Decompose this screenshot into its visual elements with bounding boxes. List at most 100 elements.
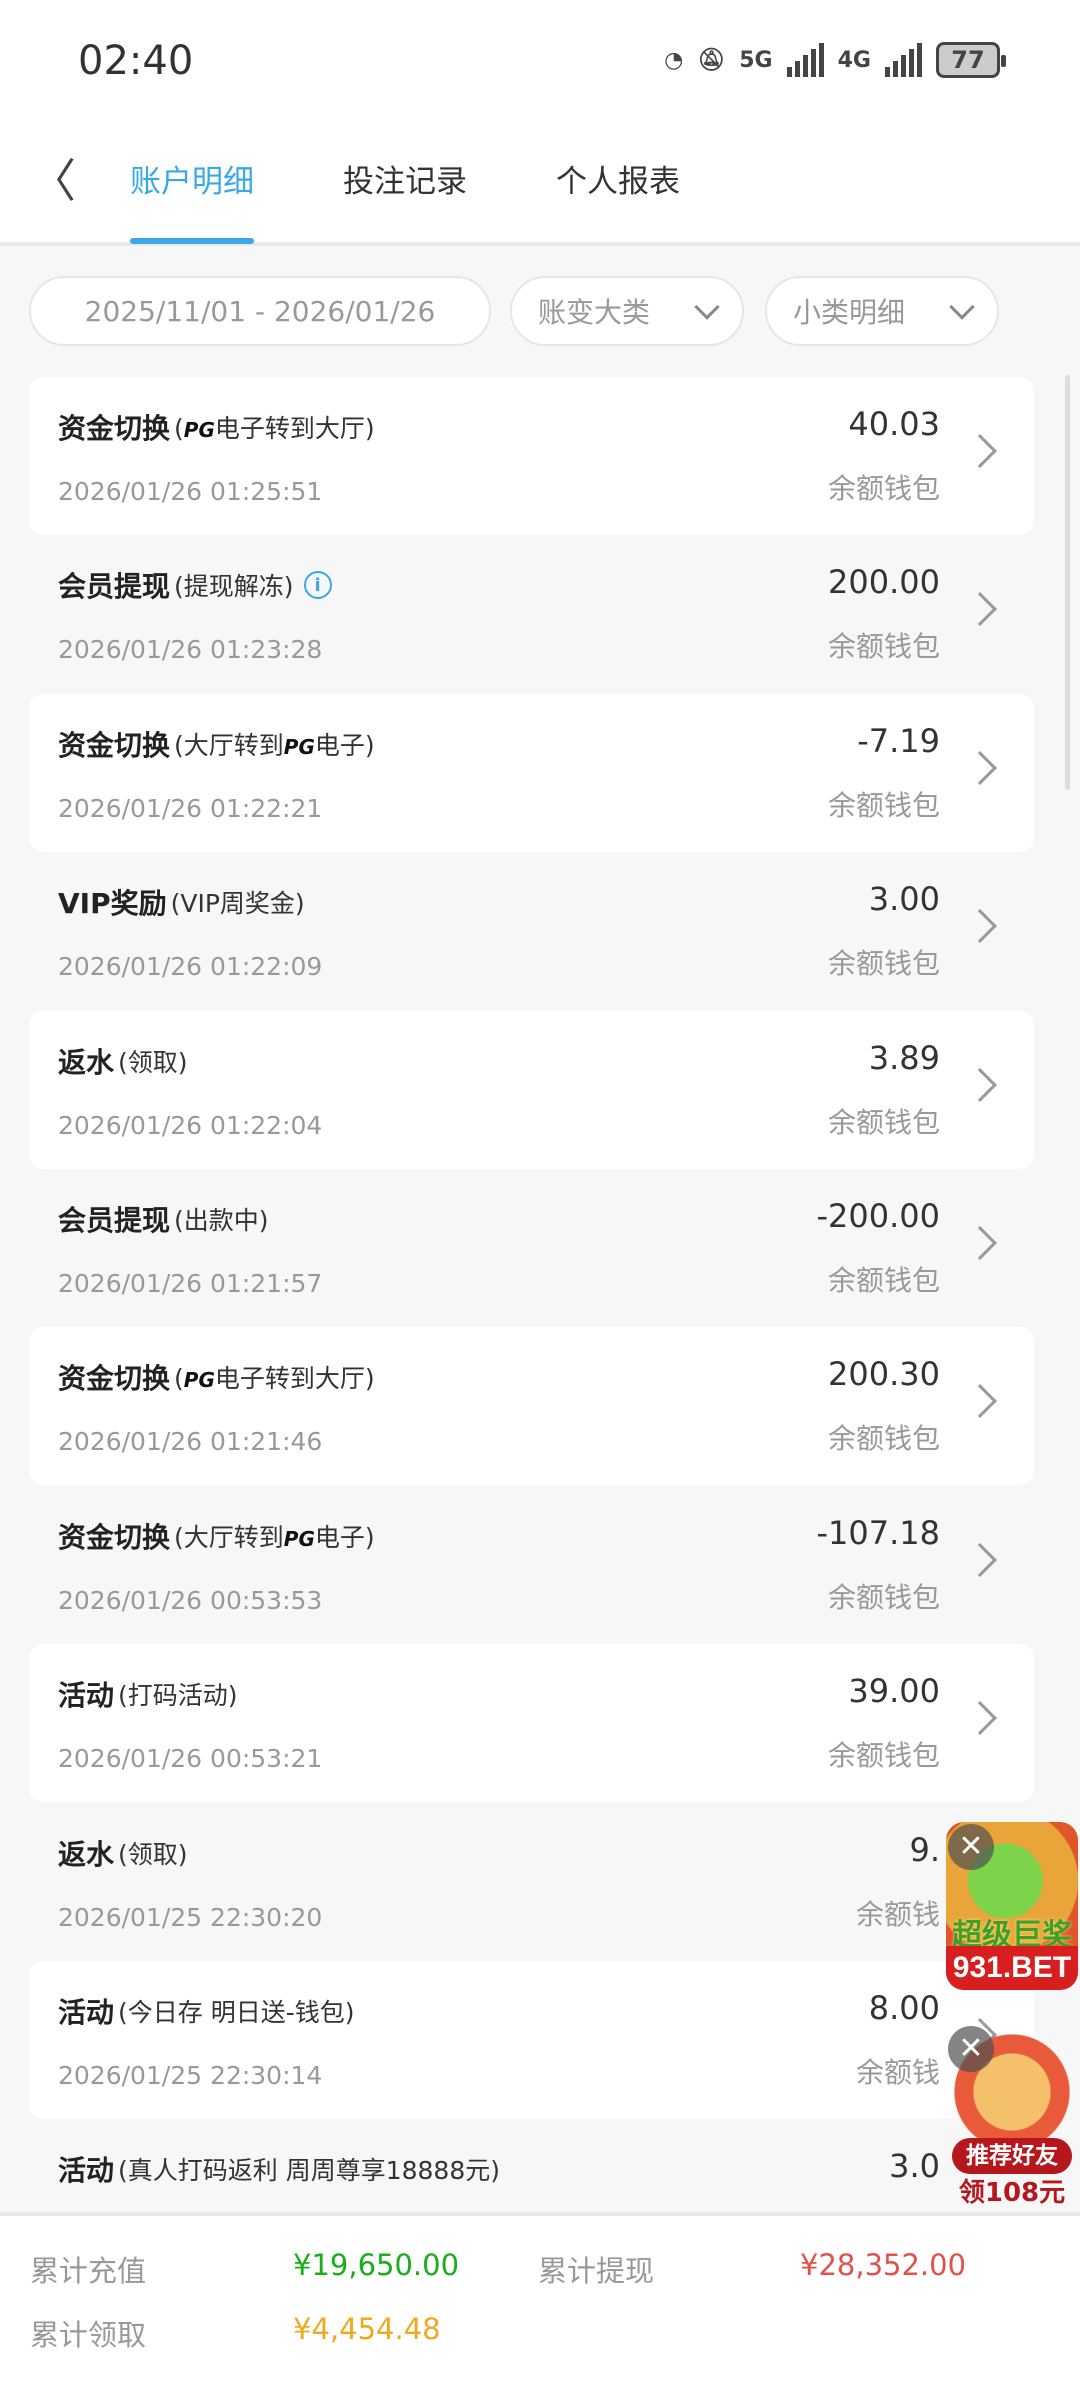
record-subtitle: 电子转到大厅): [214, 414, 375, 443]
record-row[interactable]: 活动 (真人打码返利 周周尊享18888元) 3.0: [29, 2119, 1034, 2277]
record-time: 2026/01/26 00:53:53: [58, 1585, 323, 1615]
record-time: 2026/01/26 00:53:21: [58, 1744, 323, 1774]
record-title: 会员提现: [58, 1204, 171, 1237]
ad-referral-line1: 推荐好友: [952, 2138, 1072, 2174]
record-amount: 200.30: [828, 1355, 940, 1394]
chevron-right-icon: [963, 1701, 997, 1736]
back-button[interactable]: 〈: [30, 154, 76, 208]
signal-icon: [885, 43, 922, 77]
ad-brand: 931.BET: [946, 1946, 1078, 1990]
record-amount: 3.0: [889, 2147, 940, 2186]
clock: 02:40: [78, 38, 194, 84]
record-row[interactable]: 资金切换 (PG电子转到大厅) 2026/01/26 01:25:51 40.03…: [29, 377, 1034, 535]
recharge-total: ¥19,650.00: [293, 2248, 460, 2282]
chevron-right-icon: [963, 1384, 997, 1419]
record-row[interactable]: 资金切换 (大厅转到PG电子) 2026/01/26 00:53:53 -107.…: [29, 1486, 1034, 1644]
record-wallet: 余额钱: [855, 2056, 940, 2089]
withdraw-label: 累计提现: [538, 2254, 655, 2288]
signal-4g-label: 4G: [837, 47, 871, 73]
record-title: 返水: [58, 1045, 115, 1079]
ad-referral-line2: 领108元: [958, 2178, 1066, 2208]
record-wallet: 余额钱包: [827, 947, 940, 981]
record-title: 返水: [58, 1837, 115, 1871]
record-amount: -7.19: [857, 721, 940, 760]
record-subtitle-prefix: (大厅转到: [174, 1522, 284, 1552]
record-amount: -200.00: [816, 1197, 940, 1235]
record-wallet: 余额钱包: [827, 630, 940, 664]
info-icon[interactable]: i: [303, 571, 332, 600]
chevron-right-icon: [963, 592, 997, 627]
record-time: 2026/01/26 01:21:46: [58, 1427, 323, 1457]
subcategory-dropdown[interactable]: 小类明细: [765, 276, 999, 346]
date-range-filter[interactable]: 2025/11/01 - 2026/01/26: [29, 276, 491, 346]
record-time: 2026/01/26 01:22:04: [58, 1110, 323, 1140]
signal-icon: [786, 43, 824, 77]
record-amount: 3.89: [868, 1038, 940, 1077]
record-row[interactable]: VIP奖励 (VIP周奖金) 2026/01/26 01:22:09 3.00 余…: [29, 852, 1034, 1010]
record-amount: 8.00: [868, 1989, 940, 2027]
subcategory-value: 小类明细: [793, 296, 906, 329]
record-subtitle: (出款中): [174, 1206, 269, 1235]
signal-5g-label: 5G: [739, 47, 773, 73]
record-row[interactable]: 返水 (领取) 2026/01/26 01:22:04 3.89 余额钱包: [29, 1010, 1034, 1169]
record-row[interactable]: 活动 (打码活动) 2026/01/26 00:53:21 39.00 余额钱包: [29, 1644, 1034, 1803]
claim-total: ¥4,454.48: [293, 2312, 441, 2346]
record-row[interactable]: 会员提现 (出款中) 2026/01/26 01:21:57 -200.00 余额…: [29, 1169, 1034, 1327]
pg-logo: PG: [283, 734, 315, 759]
tab-personal-report[interactable]: 个人报表: [556, 164, 680, 200]
record-title: 资金切换: [58, 1362, 171, 1396]
recharge-label: 累计充值: [30, 2254, 147, 2288]
record-row[interactable]: 资金切换 (PG电子转到大厅) 2026/01/26 01:21:46 200.3…: [29, 1327, 1034, 1486]
record-subtitle: (领取): [118, 1839, 188, 1869]
category-value: 账变大类: [538, 296, 651, 329]
record-row[interactable]: 返水 (领取) 2026/01/25 22:30:20 9. 余额钱: [29, 1803, 1034, 1961]
record-time: 2026/01/26 01:22:21: [58, 793, 323, 823]
record-title: 资金切换: [58, 1520, 171, 1554]
record-time: 2026/01/25 22:30:20: [58, 1902, 323, 1932]
record-wallet: 余额钱包: [827, 1105, 940, 1139]
record-title: 会员提现: [58, 570, 171, 604]
record-wallet: 余额钱包: [827, 472, 940, 505]
record-subtitle: (今日存 明日送-钱包): [118, 1998, 355, 2027]
category-dropdown[interactable]: 账变大类: [510, 276, 744, 346]
record-title: 资金切换: [58, 728, 171, 762]
record-time: 2026/01/25 22:30:14: [58, 2061, 323, 2090]
record-subtitle-prefix: (: [174, 414, 184, 443]
record-amount: 200.00: [828, 563, 940, 602]
close-ad-button[interactable]: ✕: [948, 1824, 994, 1870]
chevron-down-icon: [694, 294, 720, 320]
record-amount: 40.03: [848, 405, 940, 443]
tab-account-details[interactable]: 账户明细: [130, 156, 254, 244]
chevron-right-icon: [963, 750, 997, 785]
scrollbar[interactable]: [1065, 375, 1070, 790]
speed-icon: ◔: [664, 47, 684, 73]
record-wallet: 余额钱包: [827, 788, 940, 822]
record-amount: -107.18: [816, 1513, 940, 1552]
tab-bet-records[interactable]: 投注记录: [343, 164, 467, 200]
record-subtitle: (VIP周奖金): [170, 889, 305, 919]
record-subtitle: 电子): [314, 730, 375, 760]
record-wallet: 余额钱包: [827, 1264, 940, 1297]
pg-logo: PG: [183, 418, 215, 442]
record-amount: 3.00: [868, 880, 940, 919]
record-amount: 39.00: [848, 1672, 940, 1711]
record-subtitle: (真人打码返利 周周尊享18888元): [118, 2156, 500, 2186]
summary-footer: 累计充值 ¥19,650.00 累计提现 ¥28,352.00 累计领取 ¥4,…: [0, 2212, 1080, 2388]
record-subtitle: (提现解冻): [174, 572, 294, 602]
battery-icon: 77: [936, 42, 1006, 78]
chevron-down-icon: [949, 294, 975, 320]
close-ad-button[interactable]: ✕: [948, 2026, 994, 2072]
record-wallet: 余额钱包: [827, 1739, 940, 1773]
record-row[interactable]: 会员提现 (提现解冻) i 2026/01/26 01:23:28 200.00 余…: [29, 535, 1034, 693]
jackpot-ad-banner[interactable]: 超级巨奖 931.BET: [946, 1822, 1078, 1990]
record-subtitle-prefix: (大厅转到: [174, 730, 284, 760]
record-title: 资金切换: [58, 412, 171, 445]
status-bar: 02:40 ◔ 🔕︎ 5G 4G 77: [0, 0, 1080, 120]
pg-logo: PG: [183, 1368, 215, 1393]
record-wallet: 余额钱包: [827, 1580, 940, 1614]
record-time: 2026/01/26 01:23:28: [58, 635, 323, 665]
record-row[interactable]: 活动 (今日存 明日送-钱包) 2026/01/25 22:30:14 8.00 …: [29, 1961, 1034, 2119]
chevron-right-icon: [963, 909, 997, 944]
record-wallet: 余额钱包: [827, 1422, 940, 1456]
record-row[interactable]: 资金切换 (大厅转到PG电子) 2026/01/26 01:22:21 -7.19…: [29, 693, 1034, 852]
